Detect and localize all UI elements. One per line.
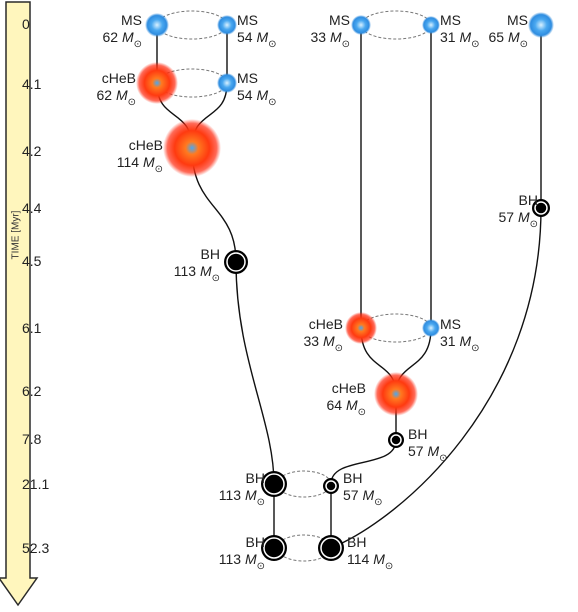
time-label: 4.2 xyxy=(22,143,42,159)
bh-icon xyxy=(388,432,404,448)
star-type: MS xyxy=(121,12,142,28)
star-type: cHeB xyxy=(331,380,366,396)
star-mass: 54 M⊙ xyxy=(237,29,277,50)
time-label: 4.4 xyxy=(22,200,42,216)
star-type: BH xyxy=(245,534,265,550)
time-label: 0 xyxy=(22,16,30,32)
ms-star-icon xyxy=(422,16,440,34)
orbit-ellipse xyxy=(360,10,432,40)
star-label: MS 65 M⊙ xyxy=(488,12,528,50)
time-label: 21.1 xyxy=(22,476,50,492)
star-label: MS 31 M⊙ xyxy=(440,12,480,50)
star-mass: 113 M⊙ xyxy=(218,551,265,572)
star-label: cHeB 114 M⊙ xyxy=(116,137,163,175)
star-mass: 31 M⊙ xyxy=(440,29,480,50)
time-label: 6.2 xyxy=(22,383,42,399)
star-mass: 33 M⊙ xyxy=(310,29,350,50)
star-label: BH 113 M⊙ xyxy=(218,534,265,572)
star-mass: 62 M⊙ xyxy=(102,29,142,50)
bh-icon xyxy=(224,250,248,274)
cheb-star-icon xyxy=(136,62,178,104)
star-type: BH xyxy=(245,470,265,486)
track-line xyxy=(330,207,542,549)
ms-star-icon xyxy=(217,73,237,93)
time-label: 52.3 xyxy=(22,540,50,556)
ms-star-icon xyxy=(422,319,440,337)
star-label: BH 113 M⊙ xyxy=(173,246,220,284)
star-label: BH 114 M⊙ xyxy=(347,534,394,572)
star-type: BH xyxy=(343,470,363,486)
star-type: MS xyxy=(237,70,258,86)
cheb-star-icon xyxy=(345,312,377,344)
time-axis-label: TIME [Myr] xyxy=(11,210,22,259)
time-axis-label-box: TIME [Myr] xyxy=(11,210,22,259)
star-label: MS 54 M⊙ xyxy=(237,70,277,108)
star-label: cHeB 33 M⊙ xyxy=(303,316,343,354)
star-label: cHeB 62 M⊙ xyxy=(96,70,136,108)
star-type: cHeB xyxy=(308,316,343,332)
track-line xyxy=(330,439,397,485)
star-type: BH xyxy=(408,426,428,442)
cheb-star-icon xyxy=(163,119,221,177)
star-label: MS 62 M⊙ xyxy=(102,12,142,50)
star-label: BH 57 M⊙ xyxy=(408,426,448,464)
star-mass: 57 M⊙ xyxy=(498,209,538,230)
star-type: cHeB xyxy=(101,70,136,86)
star-type: BH xyxy=(518,192,538,208)
star-type: cHeB xyxy=(128,137,163,153)
bh-icon xyxy=(261,471,287,497)
star-label: MS 31 M⊙ xyxy=(440,316,480,354)
star-type: MS xyxy=(507,12,528,28)
star-mass: 57 M⊙ xyxy=(343,487,383,508)
bh-icon xyxy=(318,535,344,561)
time-label: 4.5 xyxy=(22,253,42,269)
star-mass: 113 M⊙ xyxy=(218,487,265,508)
ms-star-icon xyxy=(145,13,169,37)
star-label: cHeB 64 M⊙ xyxy=(326,380,366,418)
bh-icon xyxy=(261,535,287,561)
star-mass: 33 M⊙ xyxy=(303,333,343,354)
star-mass: 114 M⊙ xyxy=(347,551,394,572)
ms-star-icon xyxy=(528,12,554,38)
cheb-star-icon xyxy=(374,372,418,416)
star-mass: 114 M⊙ xyxy=(116,154,163,175)
star-label: MS 33 M⊙ xyxy=(310,12,350,50)
bh-icon xyxy=(532,199,550,217)
star-mass: 113 M⊙ xyxy=(173,263,220,284)
star-label: BH 113 M⊙ xyxy=(218,470,265,508)
time-label: 7.8 xyxy=(22,431,42,447)
star-mass: 62 M⊙ xyxy=(96,87,136,108)
ms-star-icon xyxy=(351,15,371,35)
star-type: MS xyxy=(329,12,350,28)
star-type: MS xyxy=(440,316,461,332)
star-type: MS xyxy=(237,12,258,28)
time-label: 6.1 xyxy=(22,320,42,336)
star-mass: 54 M⊙ xyxy=(237,87,277,108)
star-mass: 57 M⊙ xyxy=(408,443,448,464)
star-mass: 64 M⊙ xyxy=(326,397,366,418)
ms-star-icon xyxy=(217,15,237,35)
star-label: MS 54 M⊙ xyxy=(237,12,277,50)
time-arrow xyxy=(0,1,39,607)
star-label: BH 57 M⊙ xyxy=(343,470,383,508)
bh-icon xyxy=(323,478,339,494)
star-type: BH xyxy=(347,534,367,550)
star-mass: 31 M⊙ xyxy=(440,333,480,354)
star-type: BH xyxy=(200,246,220,262)
star-label: BH 57 M⊙ xyxy=(498,192,538,230)
time-label: 4.1 xyxy=(22,76,42,92)
track-line xyxy=(235,261,275,485)
star-mass: 65 M⊙ xyxy=(488,29,528,50)
star-type: MS xyxy=(440,12,461,28)
